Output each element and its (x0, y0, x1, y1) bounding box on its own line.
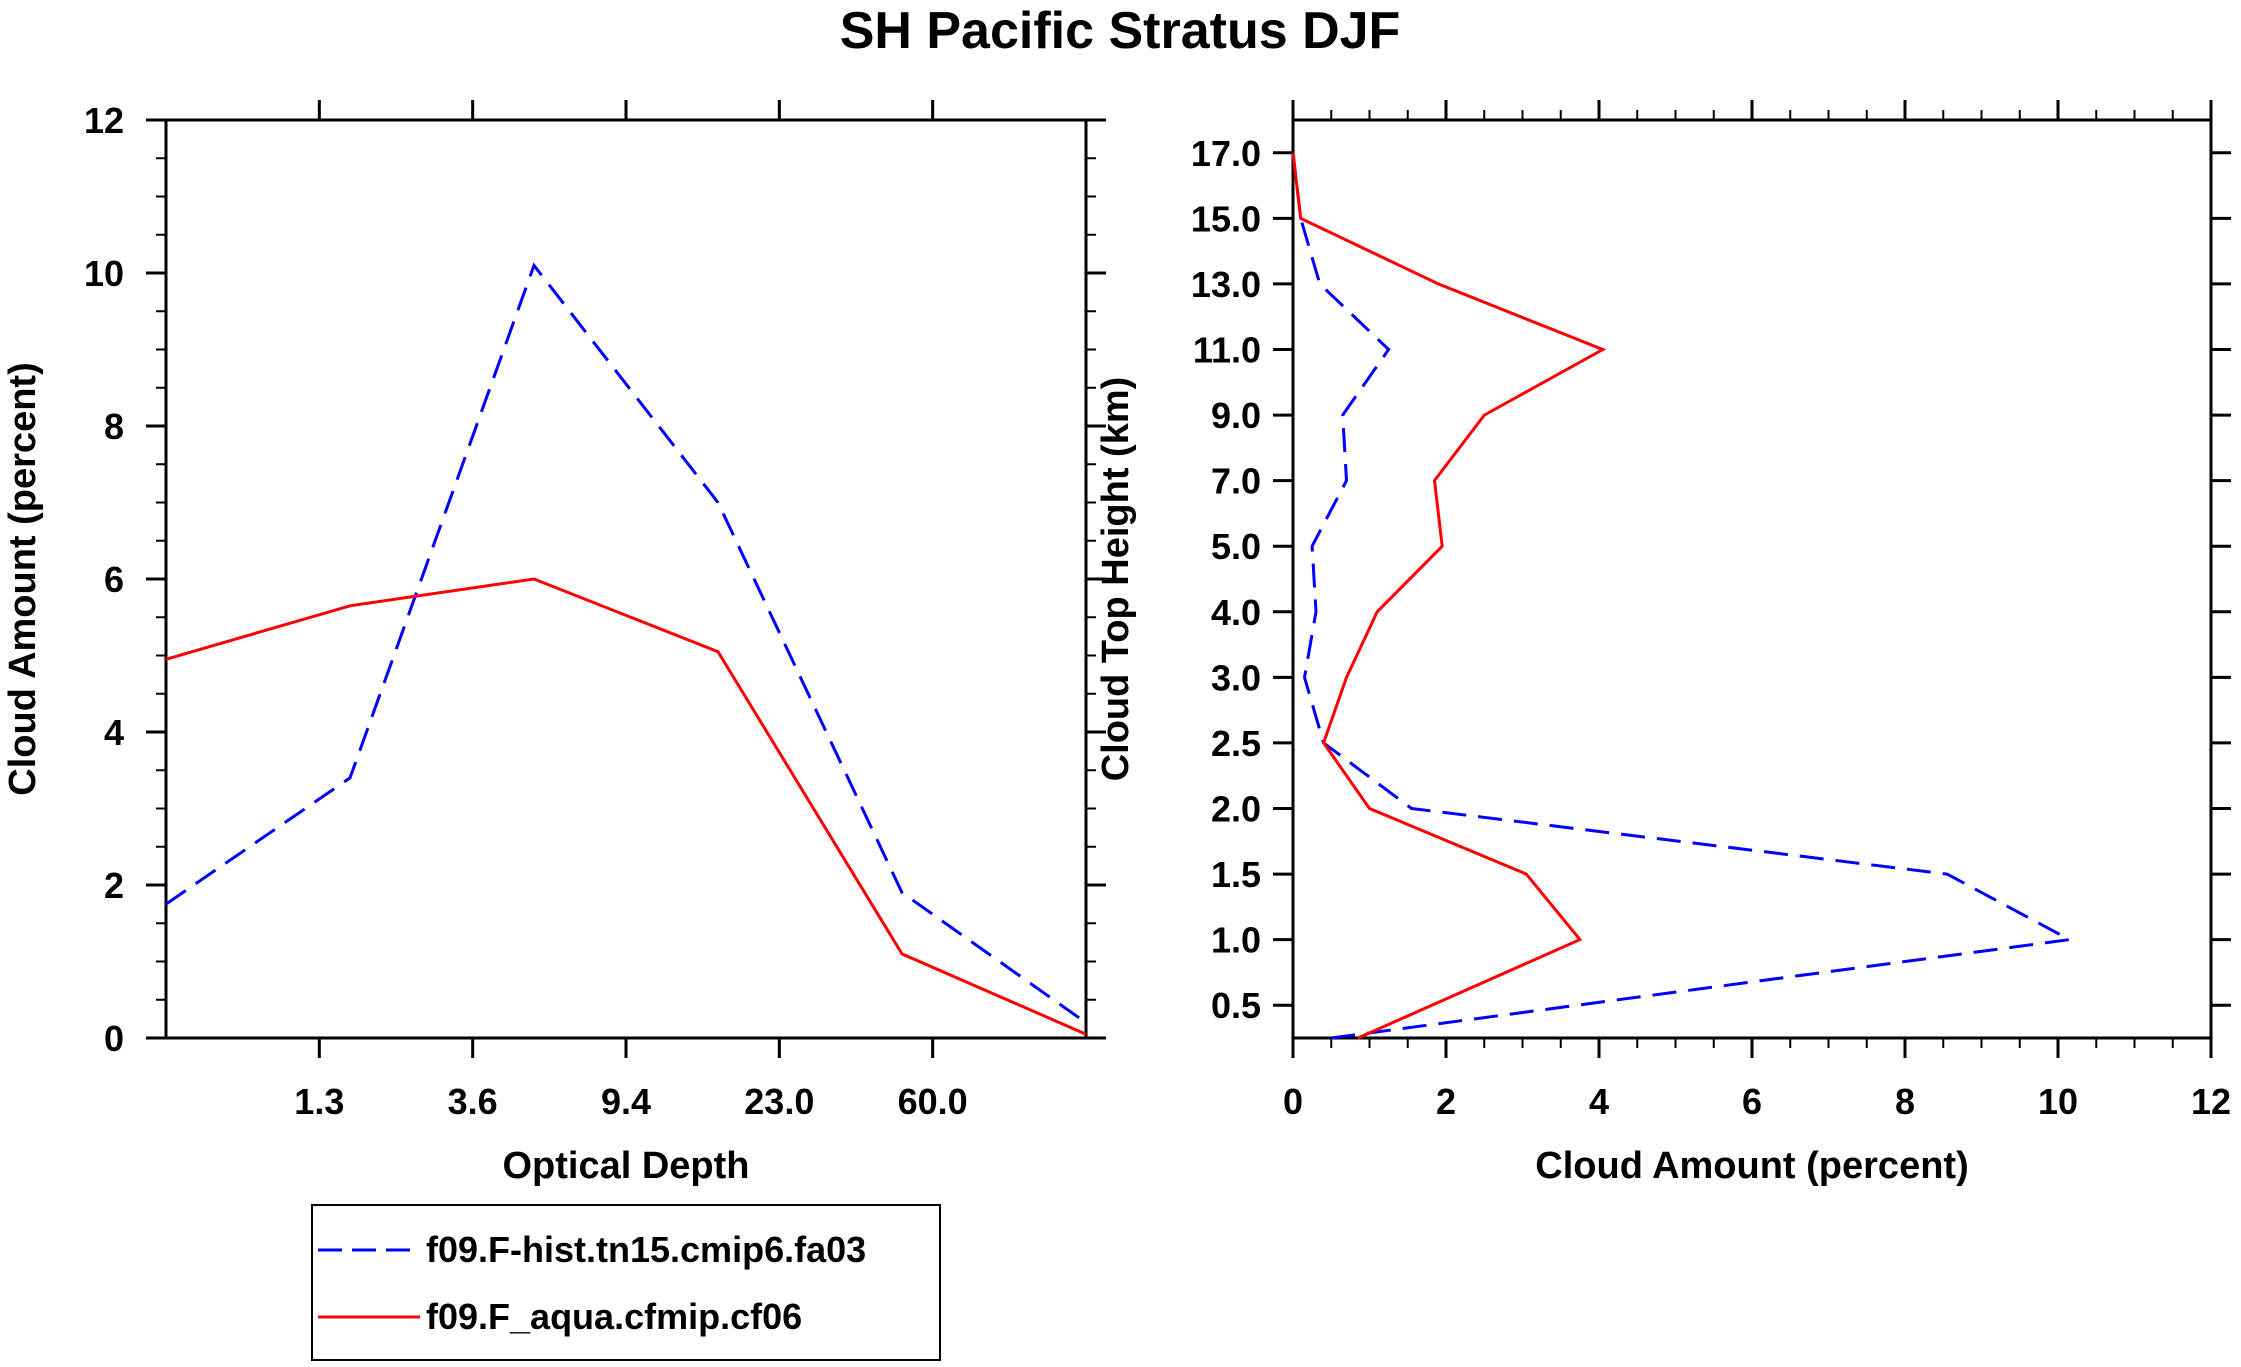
left-y-tick-label: 10 (84, 253, 124, 294)
right-x-tick-label: 8 (1895, 1081, 1915, 1122)
left-x-tick-label: 1.3 (294, 1081, 344, 1122)
left-y-tick-label: 4 (104, 712, 124, 753)
right-y-tick-label: 13.0 (1191, 264, 1261, 305)
optical-depth-panel: 0 2 4 6 8 10 12 1.3 3.6 9.4 23.0 60.0 Optical Depth… (2, 100, 1106, 1187)
right-x-axis-label: Cloud Amount (percent) (1535, 1145, 1968, 1187)
right-y-tick-label: 17.0 (1191, 133, 1261, 174)
right-y-tick-label: 15.0 (1191, 198, 1261, 239)
left-x-tick-label: 3.6 (448, 1081, 498, 1122)
left-x-tick-label: 23.0 (744, 1081, 814, 1122)
right-x-tick-label: 4 (1589, 1081, 1609, 1122)
right-x-tick-label: 0 (1283, 1081, 1303, 1122)
right-y-tick-label: 11.0 (1193, 330, 1261, 371)
cloud-top-height-panel: 0 2 4 6 8 10 12 0.5 1.0 1.5 2.0 2.5 3.0 4.0 5.0 7.0 9.0 1… (1095, 100, 2231, 1187)
right-y-tick-label: 1.5 (1211, 854, 1261, 895)
right-y-tick-label: 1.0 (1211, 920, 1261, 961)
right-series-line-1 (1291, 152, 2075, 1040)
right-series-lines (1291, 152, 2075, 1040)
left-series-line-1 (165, 262, 1087, 1024)
right-axis-ticks: 0 2 4 6 8 10 12 0.5 1.0 1.5 2.0 2.5 3.0 4.0 5.0 7.0 9.0 1… (1191, 100, 2231, 1122)
right-y-tick-label: 2.5 (1211, 723, 1261, 764)
left-series-lines (165, 262, 1087, 1036)
legend-label-series1: f09.F-hist.tn15.cmip6.fa03 (426, 1229, 866, 1270)
legend-label-series2: f09.F_aqua.cfmip.cf06 (426, 1296, 802, 1337)
right-y-tick-label: 4.0 (1211, 592, 1261, 633)
legend: f09.F-hist.tn15.cmip6.fa03 f09.F_aqua.cf… (311, 1204, 941, 1361)
right-x-tick-label: 10 (2038, 1081, 2078, 1122)
legend-box (311, 1204, 941, 1361)
left-y-tick-label: 8 (104, 406, 124, 447)
left-y-tick-label: 2 (104, 865, 124, 906)
figure-title: SH Pacific Stratus DJF (840, 2, 1401, 60)
right-y-axis-label: Cloud Top Height (km) (1095, 377, 1137, 782)
left-x-tick-label: 60.0 (898, 1081, 968, 1122)
right-y-tick-label: 3.0 (1211, 657, 1261, 698)
right-plot-frame (1291, 118, 2213, 1040)
right-y-tick-label: 0.5 (1211, 985, 1261, 1026)
right-x-tick-label: 12 (2191, 1081, 2231, 1122)
right-series-line-2 (1291, 152, 1607, 1040)
left-plot-frame (164, 118, 1088, 1040)
right-y-tick-label: 7.0 (1211, 461, 1261, 502)
right-x-tick-label: 2 (1436, 1081, 1456, 1122)
left-x-tick-label: 9.4 (601, 1081, 651, 1122)
left-x-axis-label: Optical Depth (502, 1145, 749, 1187)
right-y-tick-label: 5.0 (1211, 526, 1261, 567)
left-y-axis-label: Cloud Amount (percent) (2, 362, 44, 795)
left-y-tick-label: 0 (104, 1018, 124, 1059)
left-axis-ticks: 0 2 4 6 8 10 12 1.3 3.6 9.4 23.0 60.0 (84, 100, 1106, 1122)
left-y-tick-label: 12 (84, 100, 124, 141)
left-series-line-2 (165, 577, 1087, 1036)
right-y-tick-label: 2.0 (1211, 789, 1261, 830)
right-x-tick-label: 6 (1742, 1081, 1762, 1122)
right-y-tick-label: 9.0 (1211, 395, 1261, 436)
left-y-tick-label: 6 (104, 559, 124, 600)
